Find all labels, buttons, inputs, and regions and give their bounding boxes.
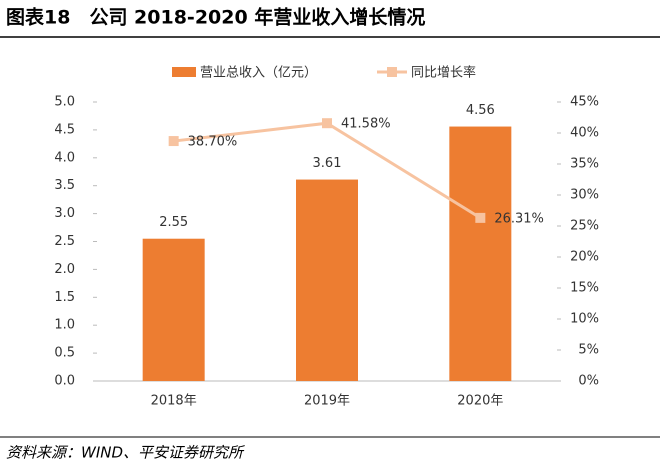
- x-tick-label: 2018年: [151, 394, 197, 409]
- x-tick-label: 2019年: [304, 394, 350, 409]
- legend-marker: [387, 67, 397, 77]
- bar-label: 4.56: [466, 103, 495, 118]
- y2-tick-label: 0%: [578, 374, 599, 389]
- bar: [449, 126, 512, 381]
- y2-tick-label: 35%: [570, 157, 599, 172]
- legend-label: 营业总收入（亿元）: [200, 66, 317, 81]
- y2-tick-label: 25%: [570, 219, 599, 234]
- y-tick-label: 2.5: [54, 234, 75, 249]
- line-label: 41.58%: [341, 117, 391, 132]
- y-tick-label: 4.0: [54, 150, 75, 165]
- y2-tick-label: 15%: [570, 281, 599, 296]
- y-tick-label: 1.0: [54, 318, 75, 333]
- y2-tick-label: 30%: [570, 188, 599, 203]
- bar-label: 2.55: [159, 215, 188, 230]
- line-marker: [475, 212, 486, 223]
- y-tick-label: 3.5: [54, 178, 75, 193]
- y-tick-label: 2.0: [54, 262, 75, 277]
- line-label: 38.70%: [188, 135, 238, 150]
- line-marker: [168, 136, 179, 147]
- legend-swatch: [172, 67, 196, 77]
- y-tick-label: 1.5: [54, 290, 75, 305]
- bar: [142, 238, 205, 381]
- y-tick-label: 5.0: [54, 95, 75, 110]
- x-tick-label: 2020年: [457, 394, 503, 409]
- source: 资料来源：WIND、平安证券研究所: [6, 444, 245, 462]
- y-tick-label: 0.5: [54, 346, 75, 361]
- y2-tick-label: 45%: [570, 95, 599, 110]
- y-tick-label: 0.0: [54, 374, 75, 389]
- y2-tick-label: 5%: [578, 343, 599, 358]
- legend-label: 同比增长率: [411, 65, 476, 81]
- y2-tick-label: 20%: [570, 250, 599, 265]
- bar: [296, 179, 358, 381]
- chart-title: 图表18 公司 2018-2020 年营业收入增长情况: [6, 6, 425, 29]
- y2-tick-label: 40%: [570, 126, 599, 141]
- y-tick-label: 3.0: [54, 206, 75, 221]
- y-tick-label: 4.5: [54, 122, 75, 137]
- line-label: 26.31%: [494, 211, 544, 226]
- bar-label: 3.61: [313, 156, 342, 171]
- y2-tick-label: 10%: [570, 312, 599, 327]
- line-marker: [322, 118, 332, 129]
